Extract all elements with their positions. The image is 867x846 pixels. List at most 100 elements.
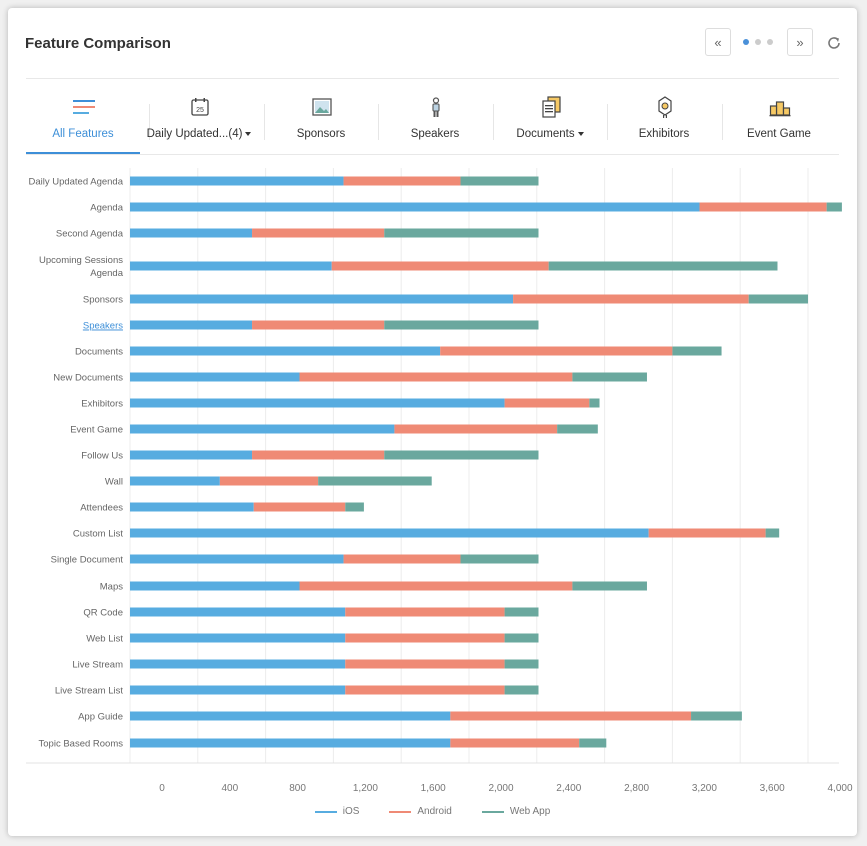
x-tick-label: 400 [221,783,238,794]
bar-segment-android[interactable] [648,528,766,538]
bar-segment-android[interactable] [299,581,573,591]
bar-segment-android[interactable] [253,502,346,512]
bar-segment-ios[interactable] [130,476,220,486]
bar-segment-web-app[interactable] [579,738,607,748]
bar-segment-ios[interactable] [130,424,395,434]
bar-segment-ios[interactable] [130,738,451,748]
bar-segment-android[interactable] [345,685,505,695]
refresh-icon[interactable] [826,35,842,51]
tab-label: Exhibitors [638,128,690,140]
bar-segment-android[interactable] [252,320,385,330]
bar-segment-web-app[interactable] [460,554,539,564]
bar-segment-web-app[interactable] [504,633,539,643]
bar-segment-android[interactable] [450,738,580,748]
x-tick-label: 0 [159,783,165,794]
bar-segment-android[interactable] [219,476,319,486]
chevron-down-icon[interactable] [577,131,584,136]
x-tick-label: 2,000 [488,783,513,794]
bar-segment-web-app[interactable] [826,202,842,212]
bar-segment-web-app[interactable] [345,502,364,512]
chart-legend: iOS Android Web App [8,806,857,817]
bar-segment-android[interactable] [450,711,692,721]
svg-text:25: 25 [196,107,204,114]
bar-segment-ios[interactable] [130,261,332,271]
calendar-icon: 25 [191,98,209,116]
bar-segment-ios[interactable] [130,528,649,538]
bar-segment-web-app[interactable] [504,685,539,695]
page-dot-3[interactable] [767,39,773,45]
bar-segment-web-app[interactable] [691,711,742,721]
legend-label: iOS [342,806,360,817]
page-title: Feature Comparison [25,35,171,52]
tab-label: Daily Updated...(4) [146,128,243,140]
bar-segment-web-app[interactable] [384,228,539,238]
tab-sponsors[interactable]: Sponsors [264,88,378,154]
page-dot-1[interactable] [743,39,749,45]
bar-segment-ios[interactable] [130,450,253,460]
bar-segment-android[interactable] [345,659,505,669]
bar-segment-ios[interactable] [130,659,346,669]
bar-segment-android[interactable] [394,424,558,434]
legend-item-ios[interactable]: iOS [314,806,360,817]
tab-speakers[interactable]: Speakers [378,88,492,154]
bar-segment-ios[interactable] [130,320,253,330]
bar-segment-ios[interactable] [130,294,514,304]
tab-event-game[interactable]: Event Game [722,88,836,154]
bar-segment-android[interactable] [299,372,573,382]
next-page-button[interactable]: » [787,28,813,56]
legend-item-webapp[interactable]: Web App [481,806,550,817]
bar-segment-web-app[interactable] [572,581,647,591]
bar-segment-ios[interactable] [130,685,346,695]
bar-segment-ios[interactable] [130,176,344,186]
prev-page-button[interactable]: « [705,28,731,56]
feature-comparison-chart: 0 400 800 1,200 1,600 2,000 2,400 2,800 3,200 3,6… [26,168,853,794]
bar-segment-web-app[interactable] [589,398,600,408]
bar-segment-ios[interactable] [130,633,346,643]
bar-segment-web-app[interactable] [548,261,778,271]
bar-segment-ios[interactable] [130,554,344,564]
bar-segment-ios[interactable] [130,398,505,408]
bar-segment-ios[interactable] [130,502,254,512]
tab-daily-updated[interactable]: 25 Daily Updated...(4) [142,88,256,154]
bar-segment-android[interactable] [513,294,749,304]
image-icon [312,98,332,116]
bar-segment-ios[interactable] [130,346,441,356]
bar-segment-ios[interactable] [130,202,700,212]
bar-segment-web-app[interactable] [748,294,808,304]
bar-segment-web-app[interactable] [460,176,539,186]
tab-all-features[interactable]: All Features [26,88,140,154]
bar-segment-android[interactable] [252,450,385,460]
bar-segment-android[interactable] [252,228,385,238]
tab-exhibitors[interactable]: Exhibitors [607,88,721,154]
bar-segment-ios[interactable] [130,372,300,382]
bar-segment-web-app[interactable] [384,450,539,460]
tab-documents[interactable]: Documents [493,88,607,154]
tab-separator [378,104,379,140]
bar-segment-ios[interactable] [130,607,346,617]
feature-tabs: All Features 25 Daily Updated...(4) Spon… [26,88,839,154]
bar-segment-android[interactable] [504,398,590,408]
bar-segment-android[interactable] [343,176,461,186]
bar-segment-web-app[interactable] [504,659,539,669]
bar-segment-web-app[interactable] [318,476,432,486]
bar-segment-ios[interactable] [130,228,253,238]
category-label: Documents [75,347,123,358]
bar-segment-android[interactable] [440,346,673,356]
bar-segment-web-app[interactable] [765,528,780,538]
bar-segment-ios[interactable] [130,581,300,591]
bar-segment-web-app[interactable] [672,346,722,356]
bar-segment-android[interactable] [345,607,505,617]
bar-segment-ios[interactable] [130,711,451,721]
bar-segment-android[interactable] [699,202,827,212]
bar-segment-android[interactable] [331,261,549,271]
page-dot-2[interactable] [755,39,761,45]
bar-segment-web-app[interactable] [384,320,539,330]
category-link[interactable]: Speakers [83,321,123,332]
legend-item-android[interactable]: Android [389,806,452,817]
bar-segment-android[interactable] [345,633,505,643]
bar-segment-android[interactable] [343,554,461,564]
bar-segment-web-app[interactable] [572,372,647,382]
bar-segment-web-app[interactable] [557,424,598,434]
chevron-down-icon[interactable] [245,131,252,136]
bar-segment-web-app[interactable] [504,607,539,617]
